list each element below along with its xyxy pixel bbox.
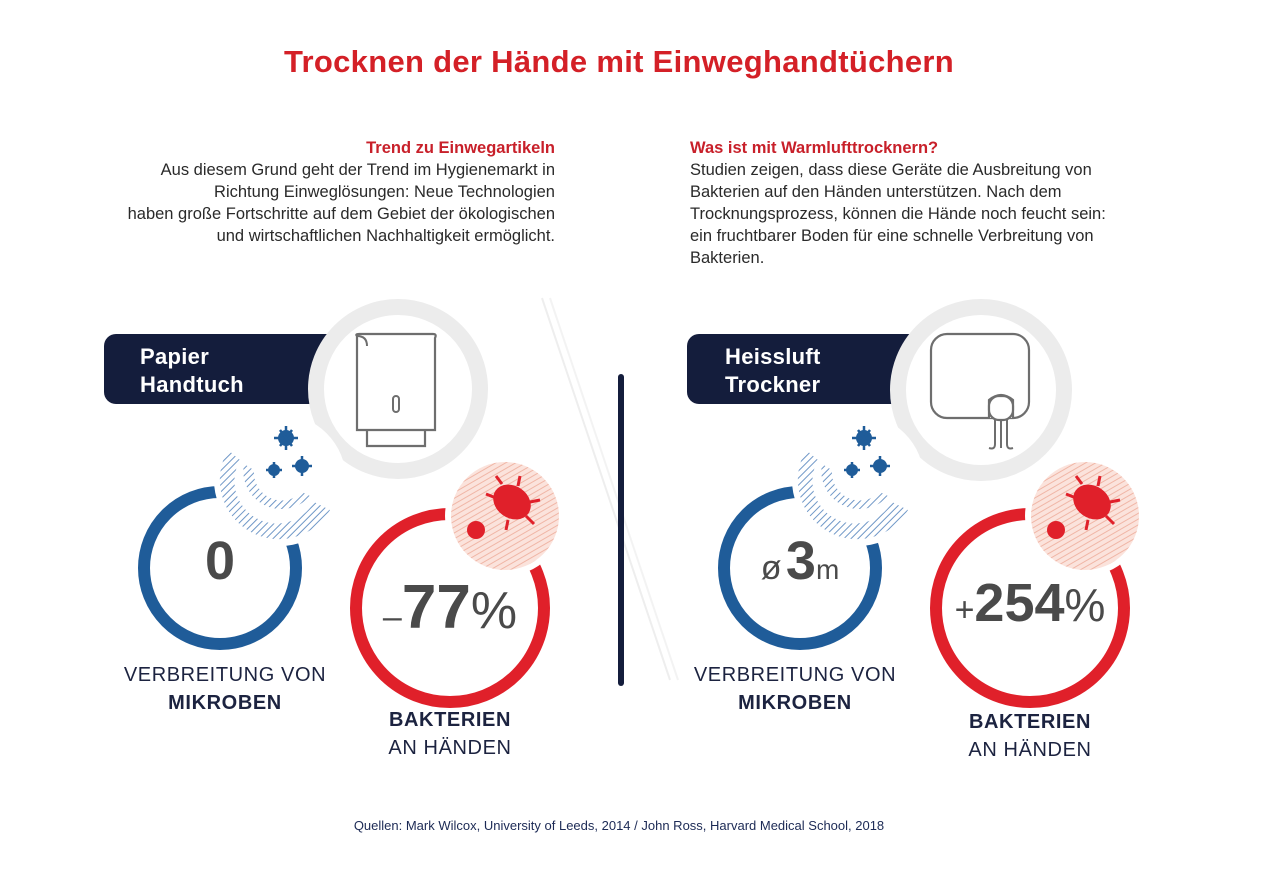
caption-line-strong: BAKTERIEN bbox=[388, 709, 512, 731]
bacteria-sign: + bbox=[954, 591, 975, 629]
dryer-bacteria-caption: BAKTERIEN AN HÄNDEN bbox=[920, 708, 1140, 764]
caption-line: AN HÄNDEN bbox=[388, 737, 512, 759]
caption-line-strong: MIKROBEN bbox=[168, 692, 282, 714]
paper-towel-dispenser-icon bbox=[355, 332, 437, 448]
microbes-unit: m bbox=[815, 554, 840, 585]
paper-microbes-caption: VERBREITUNG VON MIKROBEN bbox=[110, 661, 340, 717]
source-note: Quellen: Mark Wilcox, University of Leed… bbox=[353, 818, 885, 833]
right-line: ein fruchtbarer Boden für eine schnelle … bbox=[690, 227, 1094, 245]
left-line: Richtung Einweglösungen: Neue Technologi… bbox=[214, 183, 555, 201]
caption-line: VERBREITUNG VON bbox=[123, 664, 327, 686]
diameter-prefix: ø bbox=[760, 549, 782, 587]
left-line: haben große Fortschritte auf dem Gebiet … bbox=[127, 205, 555, 223]
bacteria-number: 254 bbox=[974, 573, 1065, 633]
hand-dryer-icon bbox=[929, 332, 1031, 450]
page-title: Trocknen der Hände mit Einweghandtüchern bbox=[284, 44, 954, 79]
dryer-bacteria-value: +254% bbox=[930, 572, 1130, 634]
left-line: und wirtschaftlichen Nachhaltigkeit ermö… bbox=[216, 227, 555, 245]
dryer-label-line2: Trockner bbox=[725, 372, 821, 397]
hand-dryer-label: Heissluft Trockner bbox=[687, 334, 937, 404]
bacteria-icon bbox=[1025, 456, 1145, 576]
left-text-block: Trend zu Einwegartikeln Aus diesem Grund… bbox=[60, 137, 555, 247]
right-line: Bakterien auf den Händen unterstützen. N… bbox=[690, 183, 1062, 201]
paper-microbes-value: 0 bbox=[204, 531, 236, 591]
paper-bacteria-caption: BAKTERIEN AN HÄNDEN bbox=[340, 706, 560, 762]
right-heading: Was ist mit Warmlufttrocknern? bbox=[690, 139, 939, 157]
caption-line: VERBREITUNG VON bbox=[693, 664, 897, 686]
microbes-icon bbox=[792, 414, 924, 546]
paper-bacteria-value: –77% bbox=[360, 572, 540, 643]
bacteria-sign: – bbox=[382, 598, 402, 636]
dryer-microbes-caption: VERBREITUNG VON MIKROBEN bbox=[680, 661, 910, 717]
bacteria-icon bbox=[445, 456, 565, 576]
right-line: Trocknungsprozess, können die Hände noch… bbox=[690, 205, 1106, 223]
left-heading: Trend zu Einwegartikeln bbox=[366, 139, 555, 157]
left-line: Aus diesem Grund geht der Trend im Hygie… bbox=[160, 161, 555, 179]
section-divider bbox=[618, 374, 624, 686]
right-line: Studien zeigen, dass diese Geräte die Au… bbox=[690, 161, 1092, 179]
right-line: Bakterien. bbox=[690, 249, 765, 267]
dryer-label-line1: Heissluft bbox=[725, 344, 821, 369]
caption-line: AN HÄNDEN bbox=[968, 739, 1092, 761]
bacteria-number: 77 bbox=[401, 573, 471, 642]
paper-label-line2: Handtuch bbox=[140, 372, 244, 397]
bacteria-unit: % bbox=[470, 582, 518, 640]
dryer-microbes-value: ø 3m bbox=[730, 530, 870, 592]
caption-line-strong: BAKTERIEN bbox=[968, 711, 1092, 733]
microbes-icon bbox=[214, 414, 346, 546]
decorative-diagonal-lines bbox=[541, 297, 679, 681]
bacteria-unit: % bbox=[1064, 579, 1106, 631]
paper-label-line1: Papier bbox=[140, 344, 210, 369]
caption-line-strong: MIKROBEN bbox=[738, 692, 852, 714]
right-text-block: Was ist mit Warmlufttrocknern? Studien z… bbox=[690, 137, 1160, 269]
microbes-number: 3 bbox=[785, 531, 816, 591]
